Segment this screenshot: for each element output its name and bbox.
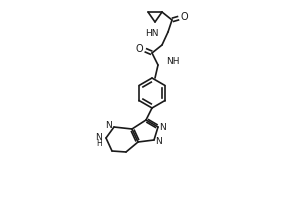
Text: N: N xyxy=(106,120,112,130)
Text: O: O xyxy=(135,44,143,54)
Text: N: N xyxy=(160,122,167,132)
Text: H: H xyxy=(96,138,102,148)
Text: N: N xyxy=(156,136,162,146)
Text: N: N xyxy=(96,134,102,142)
Text: HN: HN xyxy=(146,28,159,38)
Text: O: O xyxy=(180,12,188,22)
Text: NH: NH xyxy=(166,58,179,66)
